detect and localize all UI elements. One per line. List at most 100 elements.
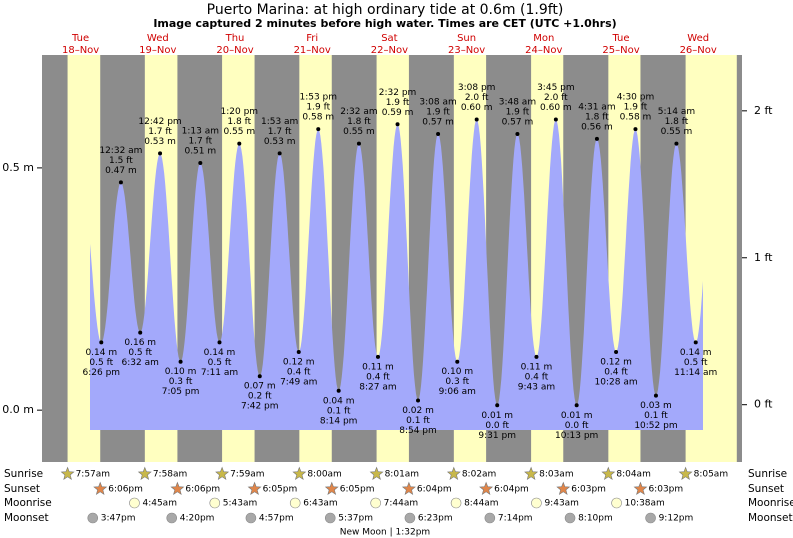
moonset-icon (645, 512, 656, 524)
tide-label: 1.9 ft (306, 103, 330, 113)
row-time: 6:05pm (263, 485, 298, 495)
tide-label: 0.02 m (402, 406, 434, 416)
tide-label: 1.9 ft (624, 103, 648, 113)
tide-label: 1.7 ft (268, 127, 292, 137)
tide-label: 0.53 m (144, 137, 176, 147)
day-name: Wed (687, 33, 709, 44)
moonrise-icon (450, 497, 462, 509)
tide-label: 0.16 m (124, 338, 156, 348)
tide-label: 1.8 ft (585, 112, 609, 122)
row-time: 3:47pm (101, 514, 136, 524)
tide-point (356, 141, 361, 146)
moonrise-icon (289, 497, 301, 509)
row-label: Sunrise (4, 468, 43, 480)
row-time: 4:45am (142, 499, 177, 509)
tide-point (237, 141, 242, 146)
tide-label: 9:06 am (439, 387, 476, 397)
day-date: 24–Nov (525, 45, 562, 56)
tide-label: 0.01 m (481, 411, 513, 421)
tide-point (515, 131, 520, 136)
sun-icon (479, 481, 494, 495)
row-time: 6:43am (303, 499, 338, 509)
tide-label: 7:49 am (280, 378, 317, 388)
moon-phase: New Moon | 1:32pm (340, 528, 430, 538)
row-label: Moonrise (4, 497, 52, 509)
row-label: Sunrise (748, 468, 787, 480)
tide-label: 0.11 m (521, 362, 553, 372)
tide-label: 0.3 ft (169, 377, 193, 387)
tide-point (395, 122, 400, 127)
row-label: Moonset (748, 512, 793, 524)
sun-icon (93, 481, 108, 495)
tide-label: 11:14 am (674, 368, 717, 378)
tide-label: 7:42 pm (241, 402, 279, 412)
tide-point (198, 161, 203, 166)
tide-label: 0.07 m (244, 382, 276, 392)
day-name: Fri (306, 33, 318, 44)
tide-label: 2.0 ft (544, 93, 568, 103)
row-time: 9:12pm (659, 514, 694, 524)
tide-label: 0.5 ft (128, 348, 152, 358)
tide-label: 0.4 ft (525, 372, 549, 382)
day-name: Tue (71, 33, 89, 44)
tide-label: 0.55 m (223, 127, 255, 137)
chart-subtitle: Image captured 2 minutes before high wat… (153, 17, 616, 30)
tide-point (534, 354, 539, 359)
row-time: 8:03am (539, 470, 574, 480)
tide-point (474, 117, 479, 122)
tide-label: 1.5 ft (109, 156, 133, 166)
tide-label: 9:31 pm (478, 431, 516, 441)
row-time: 5:43am (223, 499, 258, 509)
y-tick-label: 0.0 m (2, 403, 34, 416)
row-time: 7:57am (76, 470, 111, 480)
tide-label: 3:08 pm (458, 83, 496, 93)
tide-label: 0.59 m (382, 108, 414, 118)
tide-label: 0.60 m (540, 103, 572, 113)
sun-icon (60, 466, 75, 480)
row-time: 7:58am (153, 470, 188, 480)
tide-point (614, 350, 619, 355)
moonset-icon (564, 512, 576, 524)
tide-point (138, 330, 143, 335)
row-time: 4:57pm (259, 514, 294, 524)
day-name: Sat (381, 33, 397, 44)
tide-label: 1.8 ft (347, 117, 371, 127)
day-date: 19–Nov (139, 45, 176, 56)
tide-label: 0.5 ft (89, 358, 113, 368)
tide-label: 1.7 ft (188, 137, 212, 147)
sun-icon (556, 481, 571, 495)
sun-icon (601, 466, 616, 480)
tide-label: 0.2 ft (248, 392, 272, 402)
tide-label: 0.11 m (362, 362, 394, 372)
row-time: 8:01am (385, 470, 420, 480)
tide-label: 2:32 am (340, 107, 377, 117)
sun-icon (292, 466, 307, 480)
tide-label: 1.9 ft (426, 107, 450, 117)
tide-label: 3:45 pm (537, 83, 575, 93)
tide-label: 8:27 am (359, 382, 396, 392)
row-time: 6:23pm (418, 514, 453, 524)
row-time: 9:43am (544, 499, 579, 509)
tide-point (277, 151, 282, 156)
tide-label: 7:05 pm (162, 387, 200, 397)
tide-label: 5:14 am (658, 107, 695, 117)
tide-point (217, 340, 222, 345)
tide-label: 4:30 pm (617, 93, 655, 103)
tide-point (158, 151, 163, 156)
tide-label: 1.7 ft (148, 127, 172, 137)
tide-label: 10:13 pm (555, 431, 598, 441)
tide-label: 0.3 ft (445, 377, 469, 387)
tide-point (574, 403, 579, 408)
tide-label: 0.10 m (165, 367, 197, 377)
row-time: 8:02am (462, 470, 497, 480)
y-tick-label: 0.5 m (2, 161, 34, 174)
tide-label: 12:32 am (99, 146, 142, 156)
tide-label: 0.12 m (283, 358, 315, 368)
row-time: 10:38am (625, 499, 665, 509)
tide-label: 10:52 pm (634, 421, 677, 431)
tide-label: 0.57 m (422, 117, 454, 127)
tide-label: 12:42 pm (138, 117, 181, 127)
tide-point (674, 141, 679, 146)
tide-label: 2:32 pm (379, 88, 417, 98)
tide-point (316, 127, 321, 132)
